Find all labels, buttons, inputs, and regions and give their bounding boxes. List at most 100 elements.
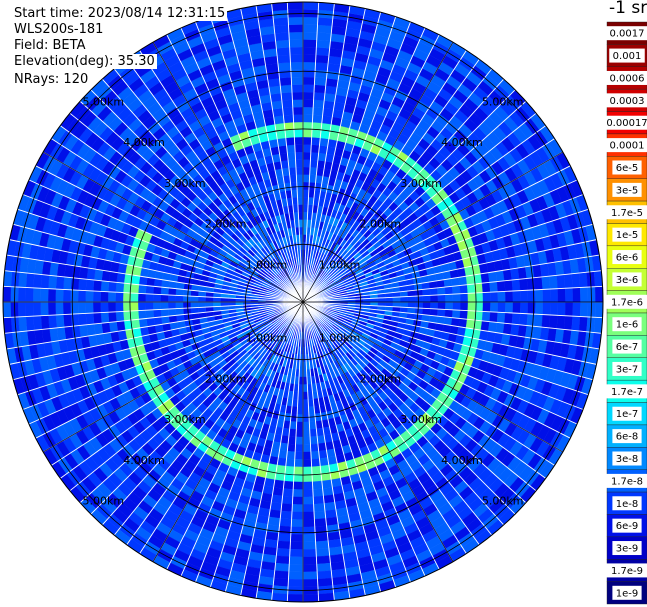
beta-cell	[153, 309, 162, 318]
beta-cell	[291, 504, 304, 513]
beta-cell	[302, 519, 315, 528]
beta-cell	[18, 316, 28, 332]
colorbar-tick-label: 3e-6	[616, 275, 639, 286]
beta-cell	[55, 288, 64, 303]
colorbar-tick-label: 0.0006	[610, 73, 645, 84]
beta-cell	[286, 144, 296, 153]
beta-cell	[62, 289, 71, 303]
beta-cell	[488, 271, 498, 283]
beta-cell	[294, 144, 304, 153]
range-ring-label: 1.00km	[246, 332, 288, 345]
beta-cell	[288, 428, 297, 437]
beta-cell	[294, 459, 304, 468]
beta-cell	[302, 563, 318, 573]
beta-cell	[313, 495, 325, 505]
beta-cell	[316, 39, 331, 49]
beta-cell	[302, 1, 319, 11]
beta-cell	[281, 99, 293, 109]
beta-cell	[197, 296, 206, 303]
ray-separator	[302, 301, 600, 350]
beta-cell	[288, 563, 304, 573]
beta-cell	[108, 321, 118, 333]
beta-cell	[482, 301, 491, 312]
beta-cell	[292, 496, 304, 505]
beta-cell	[488, 321, 498, 333]
ray-separator	[302, 301, 537, 492]
ray-separator	[286, 301, 304, 602]
beta-cell	[277, 533, 291, 542]
ray-separator	[302, 301, 602, 334]
beta-cell	[302, 151, 312, 160]
beta-cell	[320, 464, 331, 474]
beta-cell	[273, 17, 289, 27]
beta-cell	[535, 301, 544, 315]
beta-cell	[115, 311, 125, 322]
beta-cell	[302, 39, 317, 48]
beta-cell	[130, 301, 139, 312]
ray-separator	[302, 301, 516, 515]
beta-cell	[108, 271, 118, 283]
beta-cell	[315, 547, 330, 557]
colorbar-tick-label: 0.0003	[610, 96, 645, 107]
beta-cell	[444, 309, 453, 318]
beta-cell	[302, 504, 315, 513]
beta-cell	[310, 152, 319, 161]
beta-cell	[288, 571, 304, 580]
beta-cell	[542, 288, 551, 303]
beta-cell	[32, 301, 42, 317]
beta-cell	[314, 77, 327, 86]
beta-cell	[302, 76, 315, 85]
beta-cell	[489, 311, 498, 323]
beta-cell	[93, 323, 104, 336]
beta-cell	[535, 289, 544, 303]
range-ring-label: 5.00km	[82, 95, 124, 108]
beta-cell	[309, 167, 318, 176]
beta-cell	[302, 46, 317, 55]
beta-cell	[145, 293, 154, 303]
beta-cell	[465, 274, 475, 285]
beta-cell	[167, 301, 176, 310]
beta-cell	[273, 115, 285, 125]
beta-cell	[302, 549, 317, 558]
beta-cell	[579, 301, 589, 318]
beta-cell	[564, 301, 574, 317]
beta-cell	[323, 494, 335, 504]
beta-cell	[283, 480, 294, 490]
beta-cell	[55, 275, 65, 290]
beta-cell	[289, 54, 304, 63]
beta-cell	[92, 290, 101, 303]
range-ring-label: 4.00km	[123, 136, 165, 149]
beta-cell	[55, 301, 64, 316]
beta-cell	[275, 555, 290, 565]
beta-cell	[302, 406, 310, 415]
beta-cell	[315, 62, 329, 71]
beta-cell	[273, 24, 290, 34]
beta-cell	[302, 496, 314, 505]
beta-cell	[481, 311, 491, 322]
beta-cell	[322, 487, 334, 497]
beta-cell	[497, 291, 506, 303]
ray-separator	[302, 301, 493, 536]
beta-cell	[309, 159, 319, 168]
beta-cell	[269, 92, 282, 103]
beta-cell	[550, 301, 559, 316]
beta-cell	[302, 421, 310, 430]
range-ring-label: 3.00km	[164, 413, 206, 426]
beta-cell	[271, 100, 283, 110]
beta-cell	[564, 287, 574, 303]
beta-cell	[505, 290, 514, 303]
beta-cell	[302, 444, 312, 453]
beta-cell	[77, 290, 86, 303]
beta-cell	[526, 277, 536, 291]
beta-cell	[167, 294, 176, 303]
beta-cell	[572, 301, 581, 317]
beta-cell	[33, 273, 43, 289]
beta-cell	[310, 451, 320, 460]
beta-cell	[459, 284, 468, 294]
beta-cell	[504, 312, 513, 325]
beta-cell	[437, 286, 446, 296]
beta-cell	[302, 166, 311, 175]
beta-cell	[85, 312, 95, 325]
beta-cell	[480, 320, 490, 332]
beta-cell	[101, 322, 111, 334]
